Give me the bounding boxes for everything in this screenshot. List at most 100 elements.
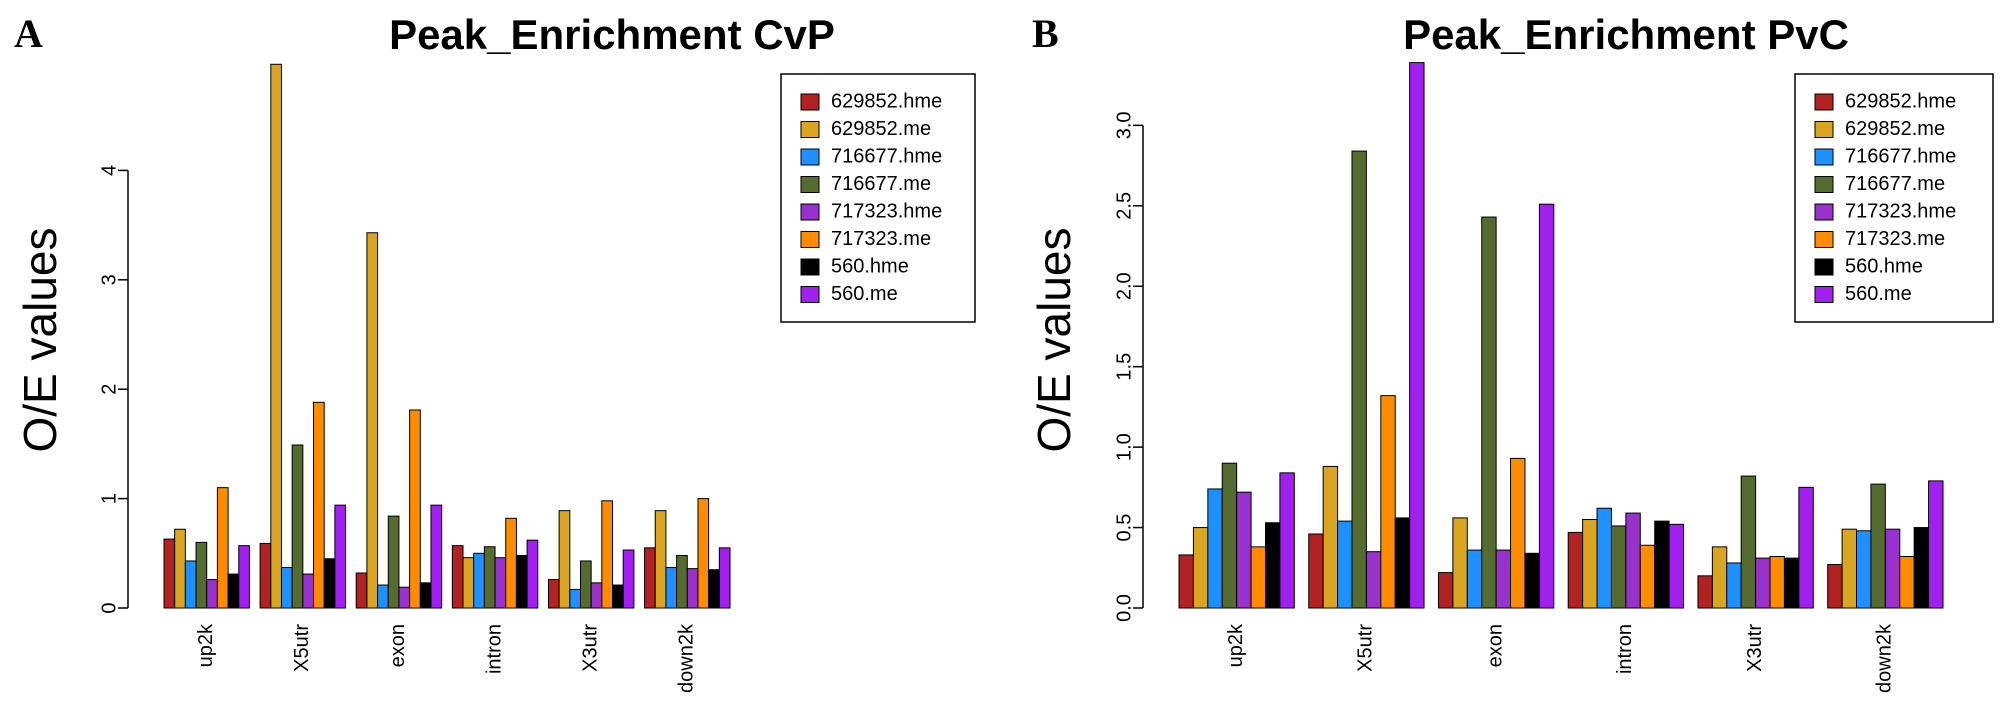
bar (1394, 517, 1411, 609)
bar (334, 504, 347, 609)
bar (451, 545, 464, 609)
y-tick-label: 3.0 (1113, 111, 1135, 139)
bar (1178, 554, 1194, 609)
bar (195, 541, 208, 609)
x-tick-label: X5utr (1355, 624, 1377, 672)
bar (291, 444, 304, 609)
chart-title: Peak_Enrichment PvC (1403, 11, 1849, 58)
bar (473, 552, 485, 609)
legend-swatch (1814, 176, 1834, 193)
bar (280, 567, 293, 609)
bar (483, 546, 496, 609)
bar (1510, 457, 1526, 609)
bar (1351, 150, 1367, 609)
y-tick-label: 1.5 (1113, 353, 1135, 381)
bar (718, 547, 731, 609)
bar (1192, 527, 1209, 609)
bar (1264, 522, 1281, 609)
bar (1207, 488, 1223, 609)
bar (590, 582, 603, 609)
y-tick-label: 0 (98, 602, 120, 613)
chart-title: Peak_Enrichment CvP (389, 11, 835, 58)
bar (1409, 62, 1425, 609)
bar (665, 567, 678, 609)
bar (163, 538, 176, 609)
legend-label: 560.hme (831, 255, 909, 277)
legend-label: 717323.me (1845, 228, 1945, 250)
bar (259, 542, 272, 609)
legend-label: 629852.hme (831, 90, 942, 112)
legend-swatch (1814, 231, 1834, 248)
bar (216, 487, 229, 609)
y-tick-label: 1.0 (1113, 433, 1135, 461)
legend-label: 560.me (1845, 283, 1912, 305)
y-tick-label: 0.5 (1113, 514, 1135, 542)
bar (494, 557, 507, 609)
legend-label: 716677.me (831, 173, 931, 195)
y-tick-label: 0.0 (1113, 594, 1135, 622)
legend-box (1794, 73, 1994, 323)
bar (1279, 472, 1295, 609)
bar (1337, 520, 1353, 609)
bar (313, 401, 325, 609)
bar (366, 232, 379, 609)
bar (676, 554, 688, 609)
bar (1250, 546, 1266, 609)
y-tick-label: 2.0 (1113, 272, 1135, 300)
bar (1567, 531, 1584, 609)
bar (184, 560, 197, 609)
bar (1769, 556, 1785, 609)
y-tick-label: 2.5 (1113, 192, 1135, 220)
bar (1524, 552, 1540, 609)
legend-label: 629852.me (831, 118, 931, 140)
x-tick-label: down2k (676, 623, 698, 693)
legend-swatch (1814, 286, 1834, 303)
bar (644, 547, 656, 609)
bar (1711, 546, 1728, 609)
legend-label: 629852.hme (1845, 90, 1956, 112)
bar (1798, 486, 1814, 609)
bar (1827, 564, 1843, 609)
bar (1899, 556, 1915, 609)
bar (1740, 475, 1757, 609)
bar (1308, 533, 1324, 609)
y-axis-label: O/E values (14, 228, 66, 453)
bar (1913, 527, 1930, 609)
bar (1582, 519, 1598, 609)
panel-label: B (1032, 11, 1059, 56)
bar (238, 545, 250, 609)
bar (1495, 549, 1512, 609)
legend-swatch (1814, 121, 1834, 138)
legend-swatch (800, 258, 820, 276)
bar (227, 573, 240, 609)
bar (1596, 507, 1612, 609)
bar (1625, 512, 1641, 609)
bar (1221, 462, 1238, 609)
bar (1322, 465, 1339, 609)
y-tick-label: 4 (98, 165, 120, 176)
legend-swatch (800, 176, 820, 193)
legend-swatch (1814, 148, 1834, 166)
bar (174, 528, 186, 609)
bar (1783, 557, 1800, 609)
legend-label: 560.me (831, 283, 898, 305)
bar (547, 579, 560, 609)
x-tick-label: up2k (195, 623, 217, 667)
bar (505, 517, 517, 609)
bar (1481, 216, 1497, 609)
legend-label: 716677.hme (831, 145, 942, 167)
legend-label: 560.hme (1845, 255, 1923, 277)
legend-label: 717323.me (831, 228, 931, 250)
bar (430, 504, 443, 609)
bar (462, 557, 475, 609)
bar (1928, 480, 1944, 609)
legend-label: 717323.hme (831, 200, 942, 222)
bar (1466, 549, 1483, 609)
bar (1639, 544, 1656, 609)
legend-box (780, 73, 976, 323)
bar (686, 568, 699, 609)
x-tick-label: X3utr (1744, 624, 1766, 672)
x-tick-label: X3utr (579, 624, 601, 672)
legend-swatch (800, 231, 820, 248)
